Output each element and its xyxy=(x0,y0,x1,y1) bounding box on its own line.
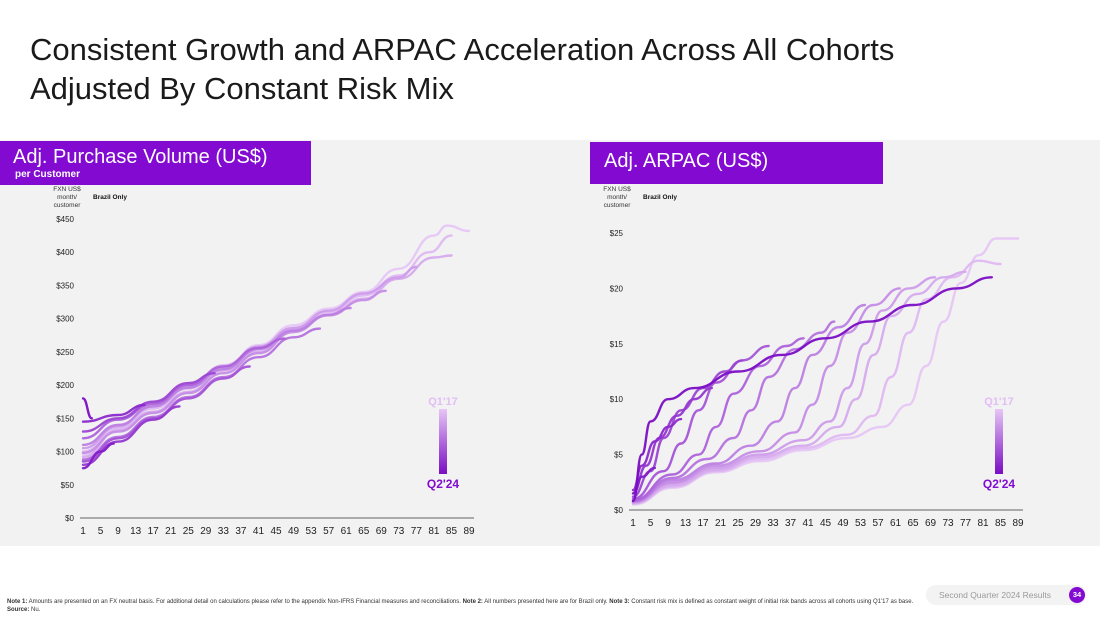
source-label: Source: xyxy=(7,607,30,613)
x-tick-label: 21 xyxy=(165,526,177,537)
x-tick-label: 13 xyxy=(130,526,142,537)
x-tick-label: 65 xyxy=(358,526,370,537)
x-tick-label: 49 xyxy=(288,526,300,537)
x-tick-label: 5 xyxy=(98,526,104,537)
x-tick-label: 89 xyxy=(463,526,475,537)
chart-1-title: Adj. Purchase Volume (US$) xyxy=(13,146,268,168)
x-tick-label: 25 xyxy=(183,526,195,537)
y-tick-label: $150 xyxy=(56,414,74,423)
source-text: Nu. xyxy=(29,607,41,613)
cohort-series-line xyxy=(81,289,387,455)
y-tick-label: $0 xyxy=(65,514,74,523)
unit-line: month/ xyxy=(57,194,77,201)
unit-line: customer xyxy=(53,202,81,209)
slide-title: Consistent Growth and ARPAC Acceleration… xyxy=(30,30,894,108)
slide-title-line-2: Adjusted By Constant Risk Mix xyxy=(30,71,454,106)
y-tick-label: $450 xyxy=(56,215,74,224)
x-tick-label: 81 xyxy=(428,526,440,537)
x-tick-label: 9 xyxy=(115,526,121,537)
cohort-series-line xyxy=(81,403,146,423)
x-tick-label: 29 xyxy=(200,526,212,537)
report-name: Second Quarter 2024 Results xyxy=(939,590,1051,600)
note-2-text: All numbers presented here are for Brazi… xyxy=(482,599,610,605)
page-number: 34 xyxy=(1069,587,1085,603)
cohort-series-line xyxy=(81,337,286,440)
x-tick-label: 57 xyxy=(323,526,335,537)
cohort-series-line xyxy=(81,442,115,470)
unit-line: month/ xyxy=(607,194,627,201)
y-tick-label: $50 xyxy=(61,481,75,490)
x-tick-label: 33 xyxy=(218,526,230,537)
cohort-series-line xyxy=(81,306,352,447)
chart-1-subtitle: per Customer xyxy=(15,169,81,180)
y-tick-label: $350 xyxy=(56,281,74,290)
cohort-series-line xyxy=(81,397,93,420)
x-tick-label: 17 xyxy=(148,526,160,537)
footnote: Note 1: Amounts are presented on an FX n… xyxy=(7,598,927,614)
legend-newest-label: Q2'24 xyxy=(427,477,460,491)
chart-2-scope-label: Brazil Only xyxy=(643,194,677,201)
note-1-text: Amounts are presented on an FX neutral b… xyxy=(27,599,463,605)
x-tick-label: 85 xyxy=(446,526,458,537)
x-tick-label: 41 xyxy=(253,526,265,537)
chart-2-unit-label: FXN US$ month/ customer xyxy=(597,186,637,210)
x-tick-label: 53 xyxy=(306,526,318,537)
page-footer: Second Quarter 2024 Results 34 xyxy=(926,585,1086,605)
y-tick-label: $100 xyxy=(56,448,74,457)
note-1-label: Note 1: xyxy=(7,599,28,605)
slide-title-line-1: Consistent Growth and ARPAC Acceleration… xyxy=(30,32,895,67)
unit-line: customer xyxy=(603,202,631,209)
x-tick-label: 61 xyxy=(341,526,353,537)
note-2-label: Note 2: xyxy=(462,599,483,605)
chart-1-unit-label: FXN US$ month/ customer xyxy=(47,186,87,210)
note-3-label: Note 3: xyxy=(609,599,630,605)
chart-1-banner: Adj. Purchase Volume (US$) per Customer xyxy=(0,141,311,185)
x-tick-label: 45 xyxy=(270,526,282,537)
x-tick-label: 77 xyxy=(411,526,423,537)
legend-oldest-label: Q1'17 xyxy=(428,396,458,408)
unit-line: FXN US$ xyxy=(53,186,81,193)
chart-1-scope-label: Brazil Only xyxy=(93,194,127,201)
note-3-text: Constant risk mix is defined as constant… xyxy=(629,599,914,605)
chart-2-title: Adj. ARPAC (US$) xyxy=(604,150,769,172)
y-tick-label: $300 xyxy=(56,315,74,324)
cohort-series-line xyxy=(81,405,181,466)
cohort-series-line xyxy=(81,372,216,433)
x-tick-label: 37 xyxy=(235,526,247,537)
x-tick-label: 73 xyxy=(393,526,405,537)
chart-2-banner: Adj. ARPAC (US$) xyxy=(590,142,883,184)
legend-gradient-bar xyxy=(439,409,447,474)
unit-line: FXN US$ xyxy=(603,186,631,193)
y-tick-label: $250 xyxy=(56,348,74,357)
y-tick-label: $400 xyxy=(56,248,74,257)
x-tick-label: 1 xyxy=(80,526,86,537)
y-tick-label: $200 xyxy=(56,381,74,390)
x-tick-label: 69 xyxy=(376,526,388,537)
